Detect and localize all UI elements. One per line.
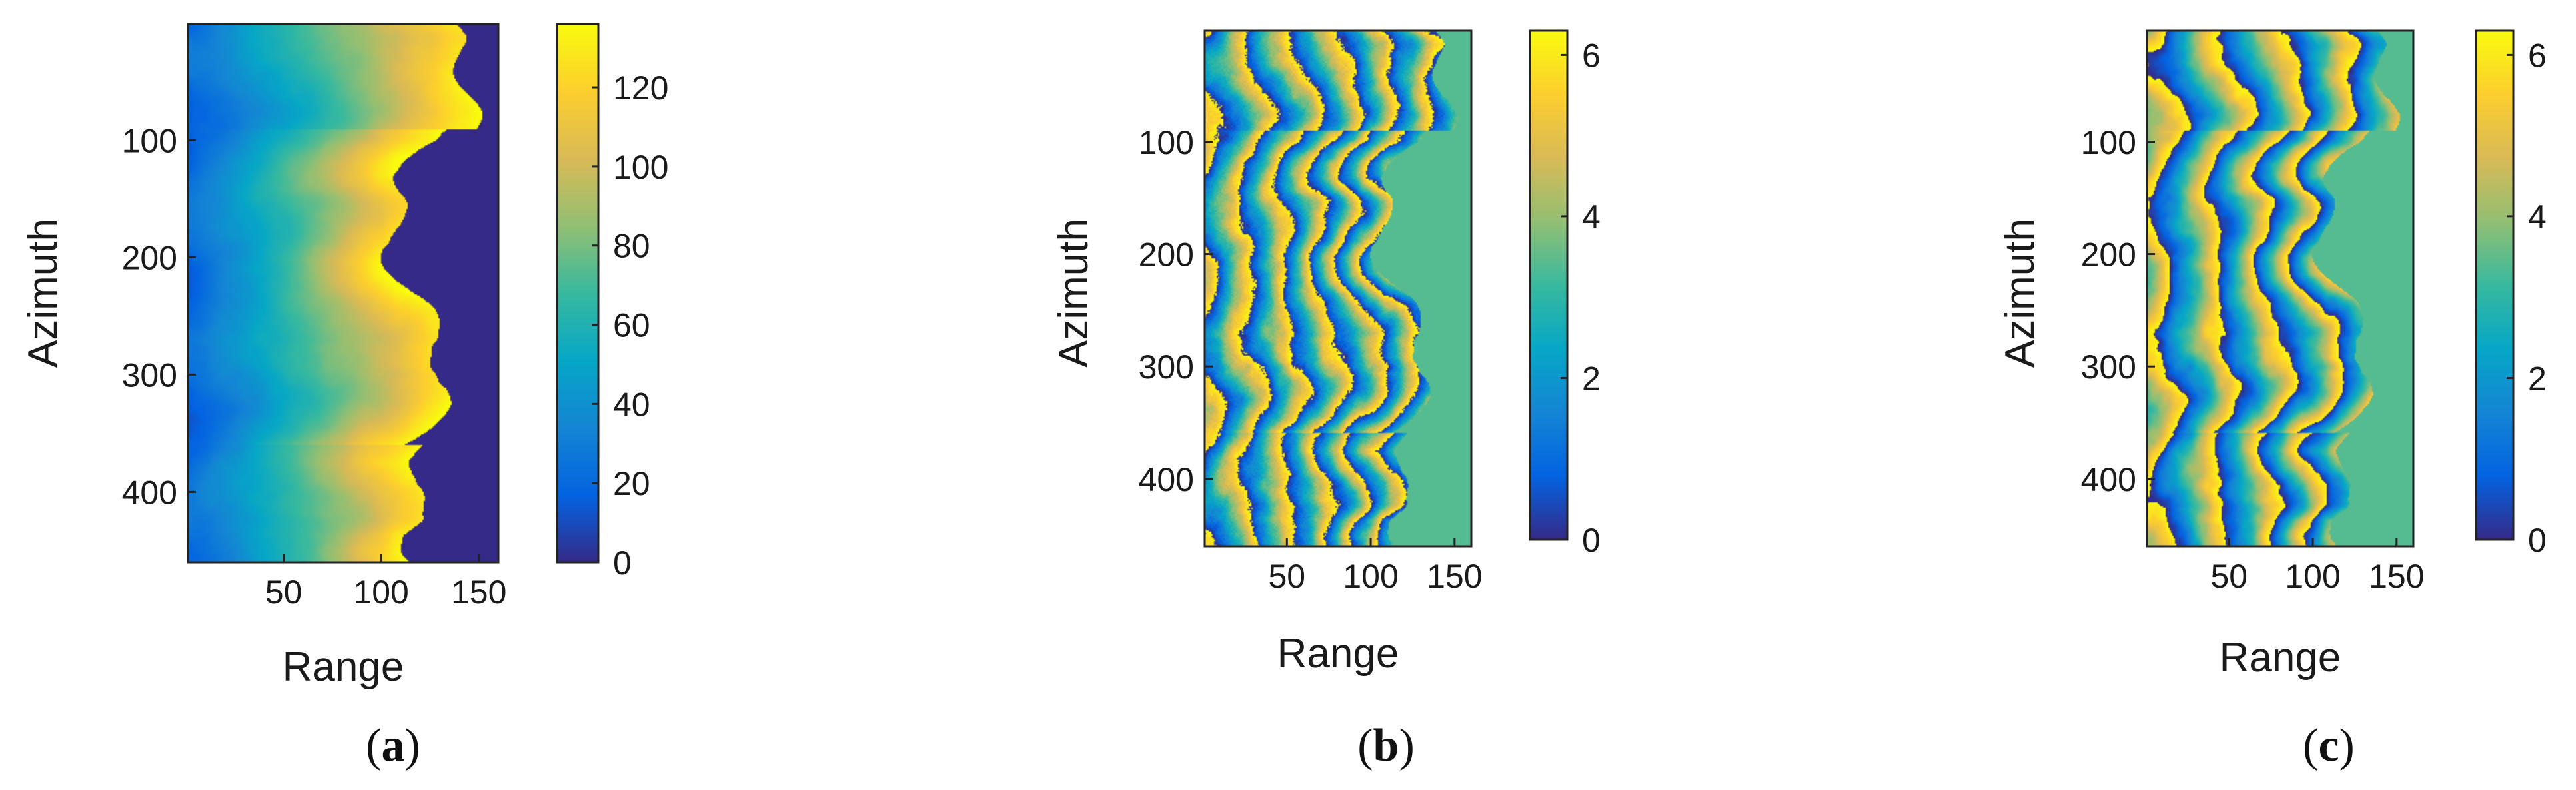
colorbar-tick-label: 20	[613, 465, 650, 502]
x-tick-label: 100	[2285, 558, 2340, 595]
caption-close: )	[2339, 720, 2355, 771]
panel-c-heatmap-frame	[2147, 31, 2413, 546]
caption-open: (	[2303, 720, 2318, 771]
x-tick-label: 50	[2210, 558, 2248, 595]
panel-c-colorbar	[2475, 29, 2515, 541]
colorbar-tick-label: 60	[613, 307, 650, 344]
panel-c-caption: (c)	[2303, 720, 2355, 771]
caption-open: (	[366, 720, 381, 771]
colorbar-tick-label: 6	[2528, 37, 2547, 74]
panel-b-caption: (b)	[1357, 720, 1415, 771]
y-tick-label: 200	[122, 239, 177, 276]
colorbar-tick-label: 0	[613, 544, 632, 582]
caption-letter: b	[1373, 720, 1399, 771]
panel-c-ylabel: Azimuth	[1997, 218, 2043, 368]
y-tick-label: 200	[1139, 236, 1194, 274]
colorbar-tick-label: 4	[2528, 198, 2547, 236]
x-tick-label: 100	[1343, 558, 1398, 595]
colorbar-tick-label: 2	[2528, 360, 2547, 397]
colorbar-tick-label: 100	[613, 149, 668, 186]
colorbar-tick-label: 80	[613, 228, 650, 265]
panel-a-colorbar-ticks: 0 20 40 60 80 100 120	[592, 69, 668, 582]
panel-b-axes-box	[1203, 29, 1473, 548]
x-tick-label: 100	[353, 574, 408, 611]
x-tick-label: 50	[265, 574, 303, 611]
y-tick-label: 300	[122, 356, 177, 394]
panel-c-xlabel: Range	[2220, 635, 2341, 681]
y-tick-label: 100	[1139, 124, 1194, 161]
panel-c-heatmap	[2147, 31, 2413, 546]
x-tick-label: 150	[2369, 558, 2424, 595]
panel-b-colorbar	[1529, 29, 1569, 541]
x-tick-label: 50	[1268, 558, 1305, 595]
colorbar-tick-label: 120	[613, 69, 668, 107]
panel-a-xlabel: Range	[283, 644, 404, 690]
panel-a-heatmap-frame	[188, 24, 498, 562]
colorbar-tick-label: 4	[1582, 198, 1601, 236]
caption-letter: a	[382, 720, 405, 771]
caption-open: (	[1357, 720, 1373, 771]
x-tick-label: 150	[451, 574, 506, 611]
panel-c-colorbar-ticks: 0 2 4 6	[2507, 37, 2547, 559]
panel-a-axes-box	[187, 23, 500, 564]
y-tick-label: 400	[122, 474, 177, 511]
panel-b-ylabel: Azimuth	[1051, 218, 1097, 368]
panel-b-heatmap	[1205, 31, 1471, 546]
panel-b-ticks: 50 100 150 100 200 300 400	[1139, 124, 1483, 595]
colorbar-tick-label: 0	[2528, 522, 2547, 559]
panel-a-heatmap	[188, 24, 498, 562]
colorbar-tick-label: 40	[613, 386, 650, 423]
y-tick-label: 400	[2081, 461, 2136, 498]
y-tick-label: 300	[2081, 348, 2136, 386]
caption-close: )	[405, 720, 420, 771]
panel-c-ticks: 50 100 150 100 200 300 400	[2081, 124, 2425, 595]
panel-b-heatmap-frame	[1205, 31, 1471, 546]
x-tick-label: 150	[1427, 558, 1482, 595]
panel-b-colorbar-ticks: 0 2 4 6	[1561, 37, 1601, 559]
panel-b-xlabel: Range	[1277, 631, 1399, 677]
panel-a-ylabel: Azimuth	[20, 218, 66, 368]
colorbar-tick-label: 2	[1582, 360, 1601, 397]
y-tick-label: 300	[1139, 348, 1194, 386]
caption-letter: c	[2318, 720, 2339, 771]
caption-close: )	[1399, 720, 1414, 771]
panel-a-ticks: 50 100 150 100 200 300 400	[122, 122, 507, 611]
y-tick-label: 200	[2081, 236, 2136, 274]
panel-a-caption: (a)	[366, 720, 420, 771]
colorbar-tick-label: 0	[1582, 522, 1601, 559]
colorbar-tick-label: 6	[1582, 37, 1601, 74]
y-tick-label: 100	[122, 122, 177, 159]
panel-a: 50 100 150 100 200 300 400 Range Azimuth 0 20 40…	[20, 23, 668, 771]
panel-a-colorbar	[556, 23, 600, 564]
y-tick-label: 400	[1139, 461, 1194, 498]
y-tick-label: 100	[2081, 124, 2136, 161]
panel-c-axes-box	[2146, 29, 2415, 548]
